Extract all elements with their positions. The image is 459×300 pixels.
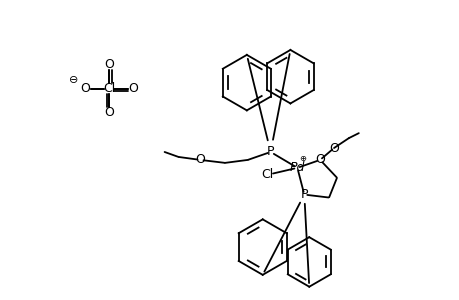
Text: ⊖: ⊖ bbox=[69, 75, 78, 85]
Text: O: O bbox=[104, 58, 114, 71]
Text: ⊕: ⊕ bbox=[298, 154, 305, 164]
Text: Pd: Pd bbox=[289, 161, 304, 174]
Text: O: O bbox=[314, 153, 325, 167]
Text: O: O bbox=[104, 106, 114, 119]
Text: O: O bbox=[328, 142, 338, 154]
Text: O: O bbox=[80, 82, 90, 95]
Text: Cl: Cl bbox=[261, 168, 273, 181]
Text: P: P bbox=[300, 188, 308, 201]
Text: O: O bbox=[128, 82, 138, 95]
Text: O: O bbox=[195, 153, 205, 167]
Text: Cl: Cl bbox=[103, 82, 115, 95]
Text: P: P bbox=[266, 146, 274, 158]
